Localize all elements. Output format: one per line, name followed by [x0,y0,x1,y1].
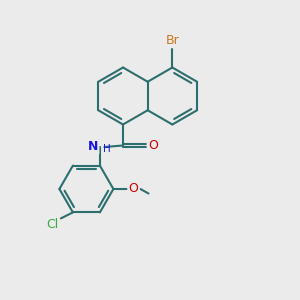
Text: N: N [88,140,98,154]
Text: O: O [148,139,158,152]
Text: O: O [129,182,138,196]
Text: H: H [103,143,110,154]
Text: Cl: Cl [46,218,58,231]
Text: Br: Br [166,34,179,47]
